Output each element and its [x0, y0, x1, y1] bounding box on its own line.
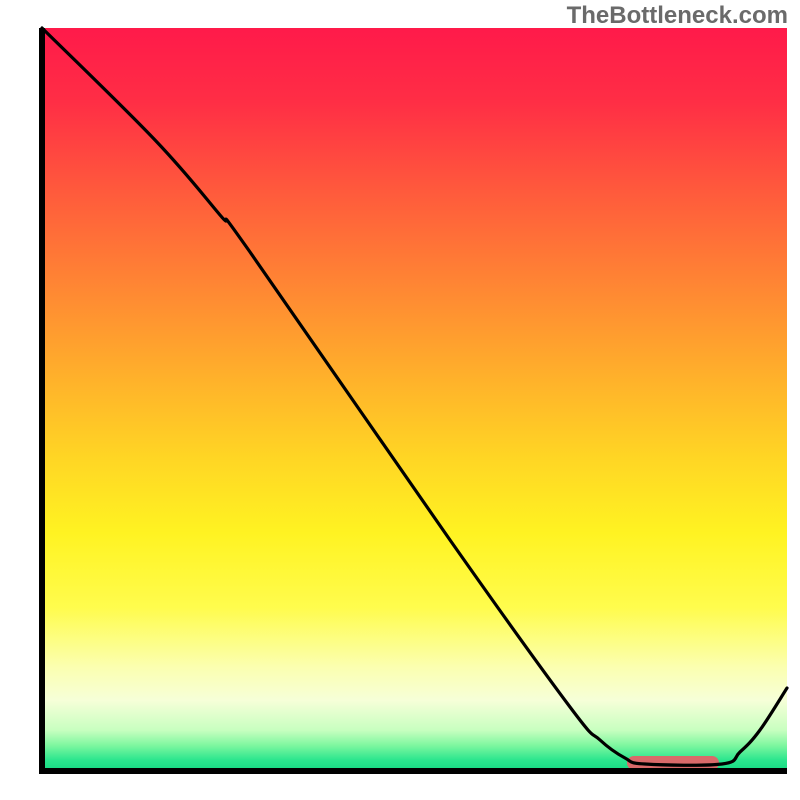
chart-container: TheBottleneck.com	[0, 0, 800, 800]
watermark-text: TheBottleneck.com	[567, 2, 788, 30]
bottleneck-chart	[0, 0, 800, 800]
